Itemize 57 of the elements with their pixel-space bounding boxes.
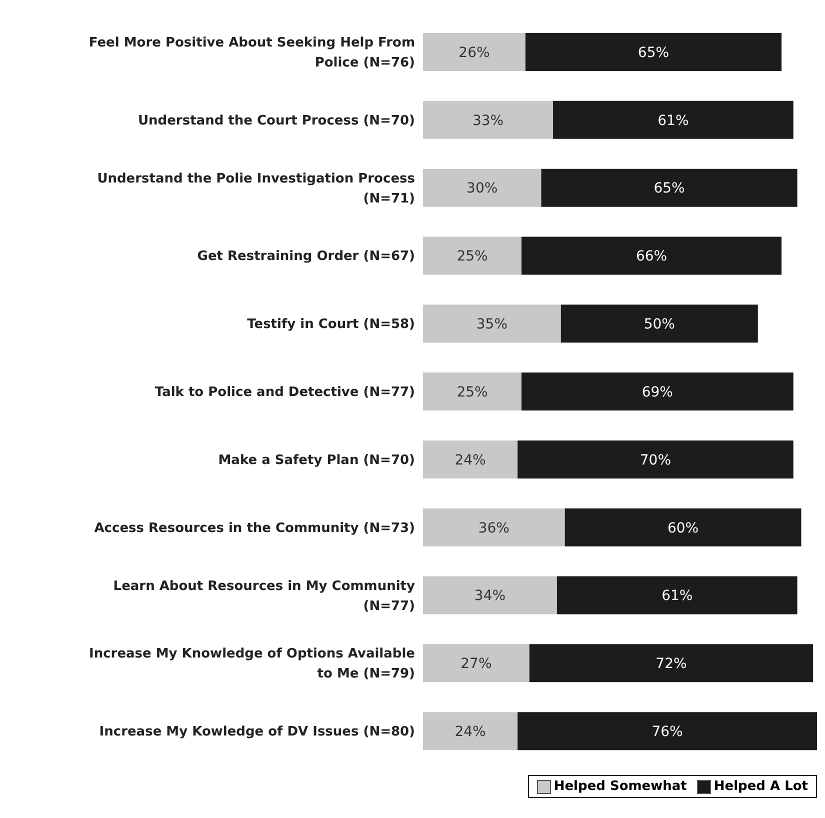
bar [423, 440, 518, 478]
bar [423, 100, 554, 139]
bar [564, 508, 802, 546]
bar [423, 508, 565, 546]
data-label: 35% [476, 316, 508, 333]
data-label: 34% [474, 588, 506, 604]
data-label: 61% [662, 588, 693, 604]
y-tick-label: Understand the Court Process (N=70) [138, 113, 415, 128]
bar [556, 576, 798, 614]
bar [529, 644, 814, 682]
bar [423, 644, 530, 682]
bar [518, 440, 794, 478]
data-label: 26% [458, 44, 490, 61]
data-label: 65% [654, 180, 685, 197]
y-tick-label: Increase My Kowledge of DV Issues (N=80) [99, 724, 415, 740]
legend-label: Helped Somewhat [552, 779, 687, 794]
bar [423, 236, 522, 275]
data-label: 36% [478, 520, 510, 536]
bar [423, 372, 522, 411]
data-label: 76% [652, 724, 683, 740]
data-label: 30% [466, 180, 498, 197]
bar [518, 712, 817, 750]
y-tick-label: Testify in Court (N=58) [247, 317, 415, 332]
data-label: 60% [667, 520, 699, 536]
data-label: 66% [636, 248, 668, 265]
data-label: 50% [644, 316, 675, 333]
y-tick-label: Understand the Polie Investigation Process (N=71) [97, 171, 416, 206]
data-label: 69% [642, 384, 673, 400]
legend-label: Helped A Lot [712, 779, 808, 794]
y-tick-label: Increase My Knowledge of Options Available to Me (N=79) [88, 646, 416, 682]
data-label: 61% [658, 112, 689, 129]
bar [553, 100, 794, 139]
bar [423, 712, 518, 750]
bar [560, 304, 758, 343]
data-label: 72% [656, 656, 687, 672]
data-label: 70% [640, 452, 672, 468]
bar [423, 33, 526, 71]
bar [423, 576, 557, 614]
y-tick-label: Feel More Positive About Seeking Help From Police (N=76) [88, 36, 415, 71]
y-tick-label: Learn About Resources in My Community (N=77) [113, 578, 416, 614]
y-tick-label: Talk to Police and Detective (N=77) [154, 385, 415, 400]
data-label: 27% [460, 656, 492, 672]
bar [423, 304, 561, 343]
bar [522, 372, 794, 411]
bar [541, 168, 798, 207]
y-tick-label: Make a Safety Plan (N=70) [218, 452, 415, 468]
bar [522, 236, 782, 275]
data-label: 65% [638, 44, 670, 61]
data-label: 24% [454, 724, 486, 740]
y-tick-label: Get Restraining Order (N=67) [197, 249, 415, 264]
data-label: 33% [472, 112, 504, 129]
data-label: 25% [456, 248, 488, 265]
data-label: 25% [456, 384, 488, 400]
bar [423, 168, 542, 207]
y-tick-label: Access Resources in the Community (N=73) [94, 520, 415, 536]
data-label: 24% [454, 452, 486, 468]
bar [525, 33, 782, 71]
